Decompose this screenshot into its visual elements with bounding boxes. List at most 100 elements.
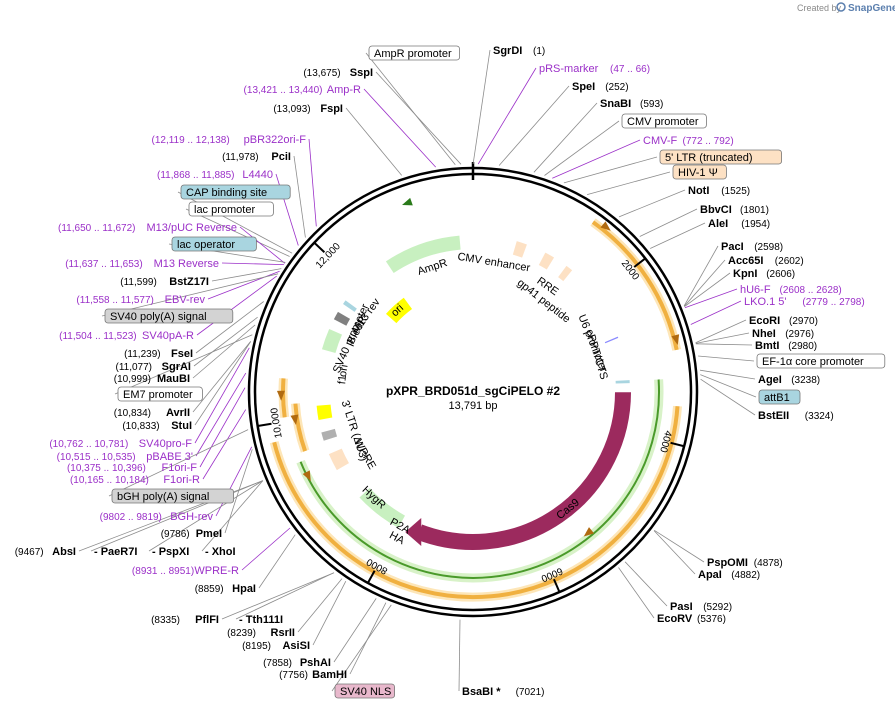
label-text: AmpR promoter — [374, 48, 452, 60]
enzyme-name: StuI — [171, 420, 192, 432]
primer-name: LKO.1 5' — [744, 296, 786, 308]
enzyme-position: (8859) — [195, 584, 224, 595]
leader-line — [477, 67, 537, 165]
leader-line — [365, 52, 456, 165]
map-label-m13-rev: M13 Reverse (11,637 .. 11,653) — [65, 258, 219, 270]
enzyme-position: (11,077) — [115, 362, 152, 373]
enzyme-name: BamHI — [312, 669, 347, 681]
leader-line — [211, 268, 282, 282]
leader-line — [202, 409, 247, 480]
enzyme-name: - PspXI — [152, 546, 189, 558]
leader-line — [193, 316, 258, 367]
primer-name: hU6-F — [740, 284, 771, 296]
leader-line — [199, 387, 246, 468]
enzyme-position: (10,999) — [114, 374, 151, 385]
enzyme-position: (4882) — [731, 570, 760, 581]
feature-segment — [316, 404, 333, 420]
leader-line — [552, 139, 641, 179]
leader-line — [215, 446, 253, 517]
map-label-pbabe3: pBABE 3' (10,515 .. 10,535) — [57, 451, 193, 463]
feature-label-ori2: ori — [337, 364, 351, 378]
enzyme-position: (11,978) — [222, 152, 259, 163]
map-label-f1ori-r: F1ori-R (10,165 .. 10,184) — [70, 474, 200, 486]
leader-line — [333, 598, 377, 663]
label-text: lac operator — [177, 239, 235, 251]
map-label-sv40polya: SV40 poly(A) signal — [104, 308, 234, 324]
enzyme-position: (2606) — [766, 269, 795, 280]
enzyme-name: PflFI — [195, 614, 219, 626]
feature-segment — [328, 448, 350, 471]
enzyme-name: NotI — [688, 185, 709, 197]
map-label-lko1: LKO.1 5' (2779 .. 2798) — [744, 296, 865, 308]
label-text: SV40 poly(A) signal — [110, 311, 207, 323]
enzyme-position: (10,834) — [114, 408, 151, 419]
enzyme-name: AbsI — [52, 546, 76, 558]
enzyme-position: (3238) — [791, 375, 820, 386]
label-box — [104, 308, 234, 324]
enzyme-name: PacI — [721, 241, 744, 253]
enzyme-name: AvrII — [166, 407, 190, 419]
feature-segment — [321, 428, 338, 441]
map-label-pspomi: PspOMI (4878) — [707, 557, 783, 569]
enzyme-position: (9467) — [15, 547, 44, 558]
enzyme-name: BbvCI — [700, 204, 732, 216]
map-label-bstz17i: BstZ17I (11,599) — [120, 276, 209, 288]
enzyme-name: BsaBI * — [462, 686, 501, 698]
map-label-pflfi: PflFI (8335) — [151, 614, 219, 626]
cas9-arrowhead-icon — [405, 518, 422, 547]
enzyme-position: (1525) — [721, 186, 750, 197]
plasmid-size: 13,791 bp — [449, 400, 498, 412]
enzyme-position: (8239) — [227, 628, 256, 639]
enzyme-position: (11,239) — [124, 349, 161, 360]
primer-position: (10,762 .. 10,781) — [49, 439, 128, 450]
map-label-hiv1: HIV-1 Ψ — [672, 164, 727, 180]
enzyme-position: (10,833) — [122, 421, 159, 432]
label-box — [188, 201, 274, 217]
map-label-pcii: PciI (11,978) — [222, 151, 291, 163]
hygr-feature — [359, 487, 406, 528]
coverage-arc-core — [591, 220, 679, 351]
leader-line — [586, 171, 671, 195]
primer-position: (11,868 .. 11,885) — [157, 170, 234, 181]
label-layer: AmpR promoter SgrDI (1) SspI (13,675) pRS-mar… — [15, 45, 886, 699]
label-text: SV40 NLS — [340, 686, 391, 698]
enzyme-name: SgrAI — [162, 361, 191, 373]
map-label-m13puc-rev: M13/pUC Reverse (11,650 .. 11,672) — [58, 222, 237, 234]
label-text: lac promoter — [194, 204, 255, 216]
enzyme-name: PmeI — [196, 528, 222, 540]
map-label-bmti: BmtI (2980) — [755, 340, 817, 352]
enzyme-position: (2970) — [789, 316, 818, 327]
enzyme-name: AsiSI — [282, 640, 310, 652]
map-label-hu6-f: hU6-F (2608 .. 2628) — [740, 284, 842, 296]
map-label-spei: SpeI (252) — [572, 81, 629, 93]
enzyme-position: (1801) — [740, 205, 769, 216]
map-label-rsrii: RsrII (8239) — [227, 627, 295, 639]
enzyme-name: SspI — [350, 67, 373, 79]
label-box — [621, 113, 707, 129]
map-label-pmei: PmeI (9786) — [161, 528, 222, 540]
map-label-acc65i: Acc65I (2602) — [728, 255, 804, 267]
map-label-ltr5: 5' LTR (truncated) — [659, 149, 782, 165]
direction-arrow-icon — [671, 334, 680, 345]
leader-line — [195, 372, 247, 457]
leader-line — [297, 578, 343, 633]
enzyme-position: (4878) — [754, 558, 783, 569]
enzyme-name: PciI — [271, 151, 291, 163]
coverage-arc-core — [281, 378, 287, 418]
leader-line — [650, 222, 706, 249]
primer-name: L4440 — [242, 169, 273, 181]
label-box — [756, 353, 886, 369]
map-label-bgh-rev: BGH-rev (9802 .. 9819) — [100, 511, 214, 523]
primer-position: (11,637 .. 11,653) — [65, 259, 142, 270]
leader-line — [114, 334, 253, 395]
map-label-sspi: SspI (13,675) — [303, 67, 373, 79]
leader-line — [695, 343, 753, 346]
enzyme-name: BstZ17I — [169, 276, 209, 288]
primer-name: M13/pUC Reverse — [147, 222, 237, 234]
enzyme-name: EcoRV — [657, 613, 693, 625]
primer-position: (772 .. 792) — [683, 136, 734, 147]
map-label-sv40pro-f: SV40pro-F (10,762 .. 10,781) — [49, 438, 192, 450]
leader-line — [654, 529, 705, 563]
brand-name: SnapGene — [848, 3, 895, 14]
leader-line — [684, 272, 731, 308]
